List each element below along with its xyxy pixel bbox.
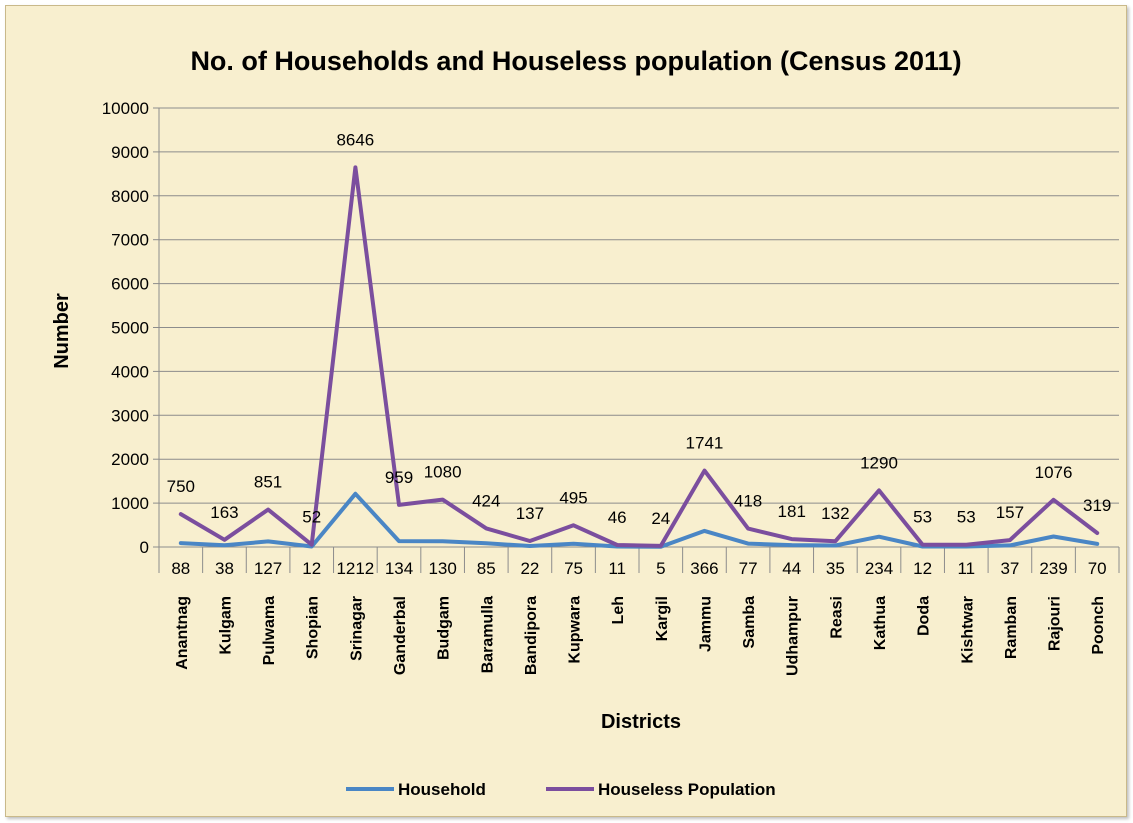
x-tick-label: Kulgam: [217, 596, 234, 655]
household-data-label: 11: [608, 559, 626, 578]
household-data-label: 85: [477, 559, 496, 578]
houseless-data-label: 424: [472, 491, 500, 510]
houseless-data-label: 181: [778, 502, 806, 521]
household-data-label: 239: [1039, 559, 1067, 578]
household-data-label: 127: [254, 559, 282, 578]
x-tick-label: Jammu: [697, 596, 714, 652]
houseless-data-label: 959: [385, 468, 413, 487]
houseless-data-label: 157: [996, 503, 1024, 522]
x-tick-label: Doda: [916, 596, 933, 636]
x-tick-label: Pulwama: [261, 596, 278, 665]
y-tick-label: 2000: [111, 450, 149, 469]
houseless-data-label: 1076: [1035, 463, 1073, 482]
y-tick-label: 0: [140, 538, 149, 557]
x-tick-label: Samba: [741, 596, 758, 649]
y-tick-label: 9000: [111, 143, 149, 162]
houseless-data-label: 1741: [686, 434, 724, 453]
houseless-data-label: 132: [821, 504, 849, 523]
x-tick-label: Kishtwar: [959, 596, 976, 664]
household-data-label: 1212: [336, 559, 374, 578]
houseless-data-label: 319: [1083, 496, 1111, 515]
houseless-data-label: 46: [608, 508, 627, 527]
houseless-data-label: 24: [651, 509, 670, 528]
household-data-label: 12: [302, 559, 321, 578]
household-data-label: 134: [385, 559, 413, 578]
x-tick-label: Kargil: [654, 596, 671, 641]
x-tick-label: Poonch: [1090, 596, 1107, 655]
houseless-data-label: 1080: [424, 463, 462, 482]
x-tick-label: Rajouri: [1047, 596, 1064, 651]
houseless-data-label: 750: [167, 477, 195, 496]
houseless-data-label: 53: [913, 508, 932, 527]
y-tick-label: 1000: [111, 494, 149, 513]
x-tick-label: Baramulla: [479, 596, 496, 673]
x-tick-label: Kathua: [872, 596, 889, 650]
y-axis-title: Number: [51, 293, 73, 369]
houseless-data-label: 137: [516, 504, 544, 523]
household-data-label: 35: [826, 559, 845, 578]
y-tick-label: 10000: [102, 99, 149, 118]
household-data-label: 37: [1000, 559, 1019, 578]
series-lines: [178, 165, 1100, 549]
household-data-label: 75: [564, 559, 583, 578]
household-data-label: 12: [913, 559, 932, 578]
legend: Household Houseless Population: [346, 780, 776, 799]
y-tick-label: 8000: [111, 187, 149, 206]
x-tick-labels: Anantnag Kulgam Pulwama Shopian Srinagar Gand…: [174, 596, 1107, 676]
household-data-label: 44: [782, 559, 801, 578]
houseless-data-label: 1290: [860, 453, 898, 472]
data-labels: 88 38 127 12 1212 134 130 85 22 75 11 5 366 77 44 35 234…: [167, 130, 1112, 578]
x-tick-label: Reasi: [828, 596, 845, 639]
x-axis-title: Districts: [601, 711, 681, 733]
line-chart: No. of Households and Houseless populati…: [51, 46, 1120, 799]
y-tick-label: 6000: [111, 275, 149, 294]
x-tick-label: Srinagar: [348, 596, 365, 661]
y-tick-label: 7000: [111, 231, 149, 250]
legend-label: Household: [398, 780, 486, 799]
household-data-label: 234: [865, 559, 893, 578]
x-tick-label: Udhampur: [785, 596, 802, 676]
household-data-label: 130: [428, 559, 456, 578]
household-data-label: 77: [739, 559, 758, 578]
chart-frame: No. of Households and Houseless populati…: [5, 5, 1127, 817]
houseless-data-label: 418: [734, 492, 762, 511]
y-tick-labels: 0 1000 2000 3000 4000 5000 6000 7000 8000 9000 100…: [102, 99, 149, 557]
houseless-data-label: 53: [957, 508, 976, 527]
y-tick-label: 4000: [111, 362, 149, 381]
houseless-data-label: 163: [210, 503, 238, 522]
x-tick-label: Budgam: [436, 596, 453, 660]
x-tick-label: Ramban: [1003, 596, 1020, 659]
legend-item-household: Household: [346, 780, 486, 799]
legend-item-houseless-population: Houseless Population: [546, 780, 776, 799]
x-tick-label: Leh: [610, 596, 627, 624]
x-tick-label: Ganderbal: [392, 596, 409, 675]
houseless-data-label: 495: [559, 488, 587, 507]
gridlines: [159, 107, 1119, 504]
household-data-label: 366: [690, 559, 718, 578]
x-tick-label: Kupwara: [567, 596, 584, 664]
household-data-label: 38: [215, 559, 234, 578]
household-data-label: 11: [957, 559, 975, 578]
x-tick-label: Bandipora: [523, 596, 540, 675]
household-data-label: 88: [171, 559, 190, 578]
x-tick-label: Shopian: [305, 596, 322, 659]
household-data-label: 22: [520, 559, 539, 578]
houseless-data-label: 52: [302, 508, 321, 527]
y-tick-label: 3000: [111, 406, 149, 425]
household-data-label: 5: [656, 559, 665, 578]
y-tick-label: 5000: [111, 319, 149, 338]
chart-title: No. of Households and Houseless populati…: [190, 46, 961, 76]
houseless-population-line: [178, 165, 1100, 548]
x-tick-label: Anantnag: [174, 596, 191, 670]
legend-label: Houseless Population: [598, 780, 776, 799]
houseless-data-label: 8646: [336, 130, 374, 149]
household-data-label: 70: [1088, 559, 1107, 578]
houseless-data-label: 851: [254, 473, 282, 492]
